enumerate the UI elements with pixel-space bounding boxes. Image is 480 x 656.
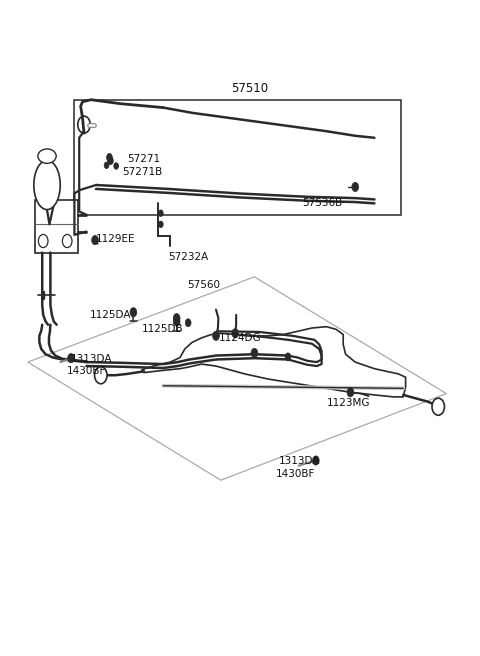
- Circle shape: [173, 317, 180, 326]
- Circle shape: [232, 329, 239, 338]
- Circle shape: [213, 331, 219, 340]
- Circle shape: [92, 236, 98, 245]
- Circle shape: [312, 456, 319, 465]
- Text: 1123MG: 1123MG: [326, 398, 370, 409]
- Text: 1313DA: 1313DA: [278, 455, 320, 466]
- Text: 57271: 57271: [127, 154, 160, 164]
- Circle shape: [68, 354, 74, 363]
- Circle shape: [185, 319, 191, 327]
- Text: 1430BF: 1430BF: [67, 365, 107, 376]
- Text: 57560: 57560: [187, 280, 220, 291]
- Circle shape: [173, 314, 180, 323]
- Circle shape: [107, 154, 112, 161]
- Circle shape: [78, 116, 90, 133]
- Circle shape: [158, 210, 163, 216]
- Circle shape: [432, 398, 444, 415]
- Text: 57536B: 57536B: [302, 198, 343, 209]
- Circle shape: [285, 353, 291, 361]
- Text: 57271B: 57271B: [122, 167, 163, 177]
- FancyBboxPatch shape: [35, 200, 78, 253]
- Ellipse shape: [38, 149, 56, 163]
- Circle shape: [62, 234, 72, 247]
- Circle shape: [38, 234, 48, 247]
- FancyBboxPatch shape: [74, 100, 401, 215]
- Circle shape: [347, 388, 354, 397]
- Circle shape: [114, 163, 119, 169]
- Circle shape: [352, 182, 359, 192]
- Circle shape: [251, 348, 258, 358]
- Text: 1125DB: 1125DB: [142, 324, 183, 335]
- Text: 1313DA: 1313DA: [71, 354, 112, 364]
- Text: 1129EE: 1129EE: [96, 234, 135, 245]
- Circle shape: [95, 367, 107, 384]
- Text: 1124DG: 1124DG: [218, 333, 261, 344]
- Circle shape: [158, 221, 163, 228]
- Circle shape: [108, 157, 113, 165]
- Text: 1430BF: 1430BF: [276, 468, 315, 479]
- Polygon shape: [142, 327, 406, 397]
- Circle shape: [130, 308, 137, 317]
- Circle shape: [104, 162, 109, 169]
- Text: 1125DA: 1125DA: [90, 310, 132, 320]
- Text: 57232A: 57232A: [168, 252, 208, 262]
- Ellipse shape: [34, 160, 60, 210]
- Text: 57510: 57510: [231, 82, 268, 95]
